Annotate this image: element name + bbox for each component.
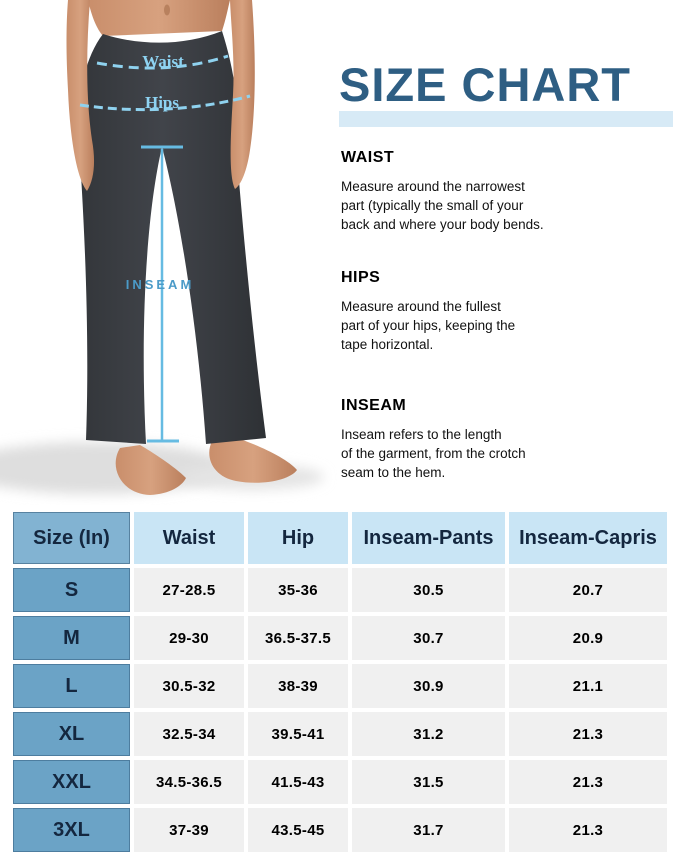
header-cell: Inseam-Pants bbox=[352, 512, 505, 564]
waist-measure-line bbox=[96, 54, 229, 70]
measurement-cell: 31.2 bbox=[352, 712, 505, 756]
measurement-cell: 31.5 bbox=[352, 760, 505, 804]
waist-label: Waist bbox=[142, 52, 184, 71]
section-waist-body: Measure around the narrowest part (typic… bbox=[341, 179, 544, 232]
navel bbox=[164, 4, 170, 16]
measurement-cell: 21.3 bbox=[509, 712, 667, 756]
header-cell: Inseam-Capris bbox=[509, 512, 667, 564]
pants bbox=[77, 31, 266, 444]
measurement-cell: 30.5-32 bbox=[134, 664, 244, 708]
size-label-cell: XL bbox=[13, 712, 130, 756]
table-row: M 29-30 36.5-37.5 30.7 20.9 bbox=[13, 616, 667, 660]
page-title: SIZE CHART bbox=[339, 58, 631, 111]
size-label-cell: XXL bbox=[13, 760, 130, 804]
size-label-cell: S bbox=[13, 568, 130, 612]
measurement-cell: 30.5 bbox=[352, 568, 505, 612]
measurement-cell: 20.7 bbox=[509, 568, 667, 612]
inseam-measure-line bbox=[141, 145, 183, 443]
section-inseam-body: Inseam refers to the length of the garme… bbox=[341, 427, 526, 480]
measurement-cell: 27-28.5 bbox=[134, 568, 244, 612]
model-photo-illustration: Waist Hips INSEAM bbox=[0, 0, 324, 495]
header-cell: Hip bbox=[248, 512, 348, 564]
table-row: 3XL 37-39 43.5-45 31.7 21.3 bbox=[13, 808, 667, 852]
size-label-cell: L bbox=[13, 664, 130, 708]
measurement-cell: 38-39 bbox=[248, 664, 348, 708]
section-waist: WAIST Measure around the narrowest part … bbox=[341, 149, 571, 234]
size-table: Size (In) Waist Hip Inseam-Pants Inseam-Capr… bbox=[13, 512, 667, 856]
measurement-cell: 21.3 bbox=[509, 808, 667, 852]
section-hips: HIPS Measure around the fullest part of … bbox=[341, 269, 571, 354]
measurement-cell: 39.5-41 bbox=[248, 712, 348, 756]
section-hips-body: Measure around the fullest part of your … bbox=[341, 299, 516, 352]
section-inseam-heading: INSEAM bbox=[341, 397, 407, 414]
right-foot bbox=[209, 439, 297, 483]
table-row: XL 32.5-34 39.5-41 31.2 21.3 bbox=[13, 712, 667, 756]
measurement-cell: 30.9 bbox=[352, 664, 505, 708]
table-row: S 27-28.5 35-36 30.5 20.7 bbox=[13, 568, 667, 612]
measurement-cell: 35-36 bbox=[248, 568, 348, 612]
measurement-cell: 31.7 bbox=[352, 808, 505, 852]
measurement-cell: 41.5-43 bbox=[248, 760, 348, 804]
measurement-cell: 30.7 bbox=[352, 616, 505, 660]
size-label-cell: M bbox=[13, 616, 130, 660]
hips-measure-line bbox=[79, 94, 251, 112]
measurement-cell: 21.1 bbox=[509, 664, 667, 708]
title-underline-decoration bbox=[339, 111, 673, 127]
header-cell-size: Size (In) bbox=[13, 512, 130, 564]
model-photo: Waist Hips INSEAM bbox=[0, 0, 340, 505]
measurement-cell: 36.5-37.5 bbox=[248, 616, 348, 660]
hips-label: Hips bbox=[145, 93, 179, 112]
left-foot bbox=[115, 445, 186, 495]
left-arm bbox=[66, 0, 95, 191]
measurement-cell: 34.5-36.5 bbox=[134, 760, 244, 804]
measurement-cell: 29-30 bbox=[134, 616, 244, 660]
measurement-cell: 37-39 bbox=[134, 808, 244, 852]
section-hips-heading: HIPS bbox=[341, 269, 381, 286]
table-row: L 30.5-32 38-39 30.9 21.1 bbox=[13, 664, 667, 708]
measurement-cell: 43.5-45 bbox=[248, 808, 348, 852]
section-waist-heading: WAIST bbox=[341, 149, 395, 166]
section-inseam: INSEAM Inseam refers to the length of th… bbox=[341, 397, 571, 482]
table-header-row: Size (In) Waist Hip Inseam-Pants Inseam-Capr… bbox=[13, 512, 667, 564]
measurement-cell: 20.9 bbox=[509, 616, 667, 660]
size-label-cell: 3XL bbox=[13, 808, 130, 852]
right-arm bbox=[230, 0, 255, 189]
floor-shadow bbox=[0, 442, 230, 494]
inseam-label: INSEAM bbox=[126, 277, 195, 292]
torso bbox=[88, 0, 230, 36]
measurement-cell: 32.5-34 bbox=[134, 712, 244, 756]
measurement-cell: 21.3 bbox=[509, 760, 667, 804]
table-row: XXL 34.5-36.5 41.5-43 31.5 21.3 bbox=[13, 760, 667, 804]
header-cell: Waist bbox=[134, 512, 244, 564]
